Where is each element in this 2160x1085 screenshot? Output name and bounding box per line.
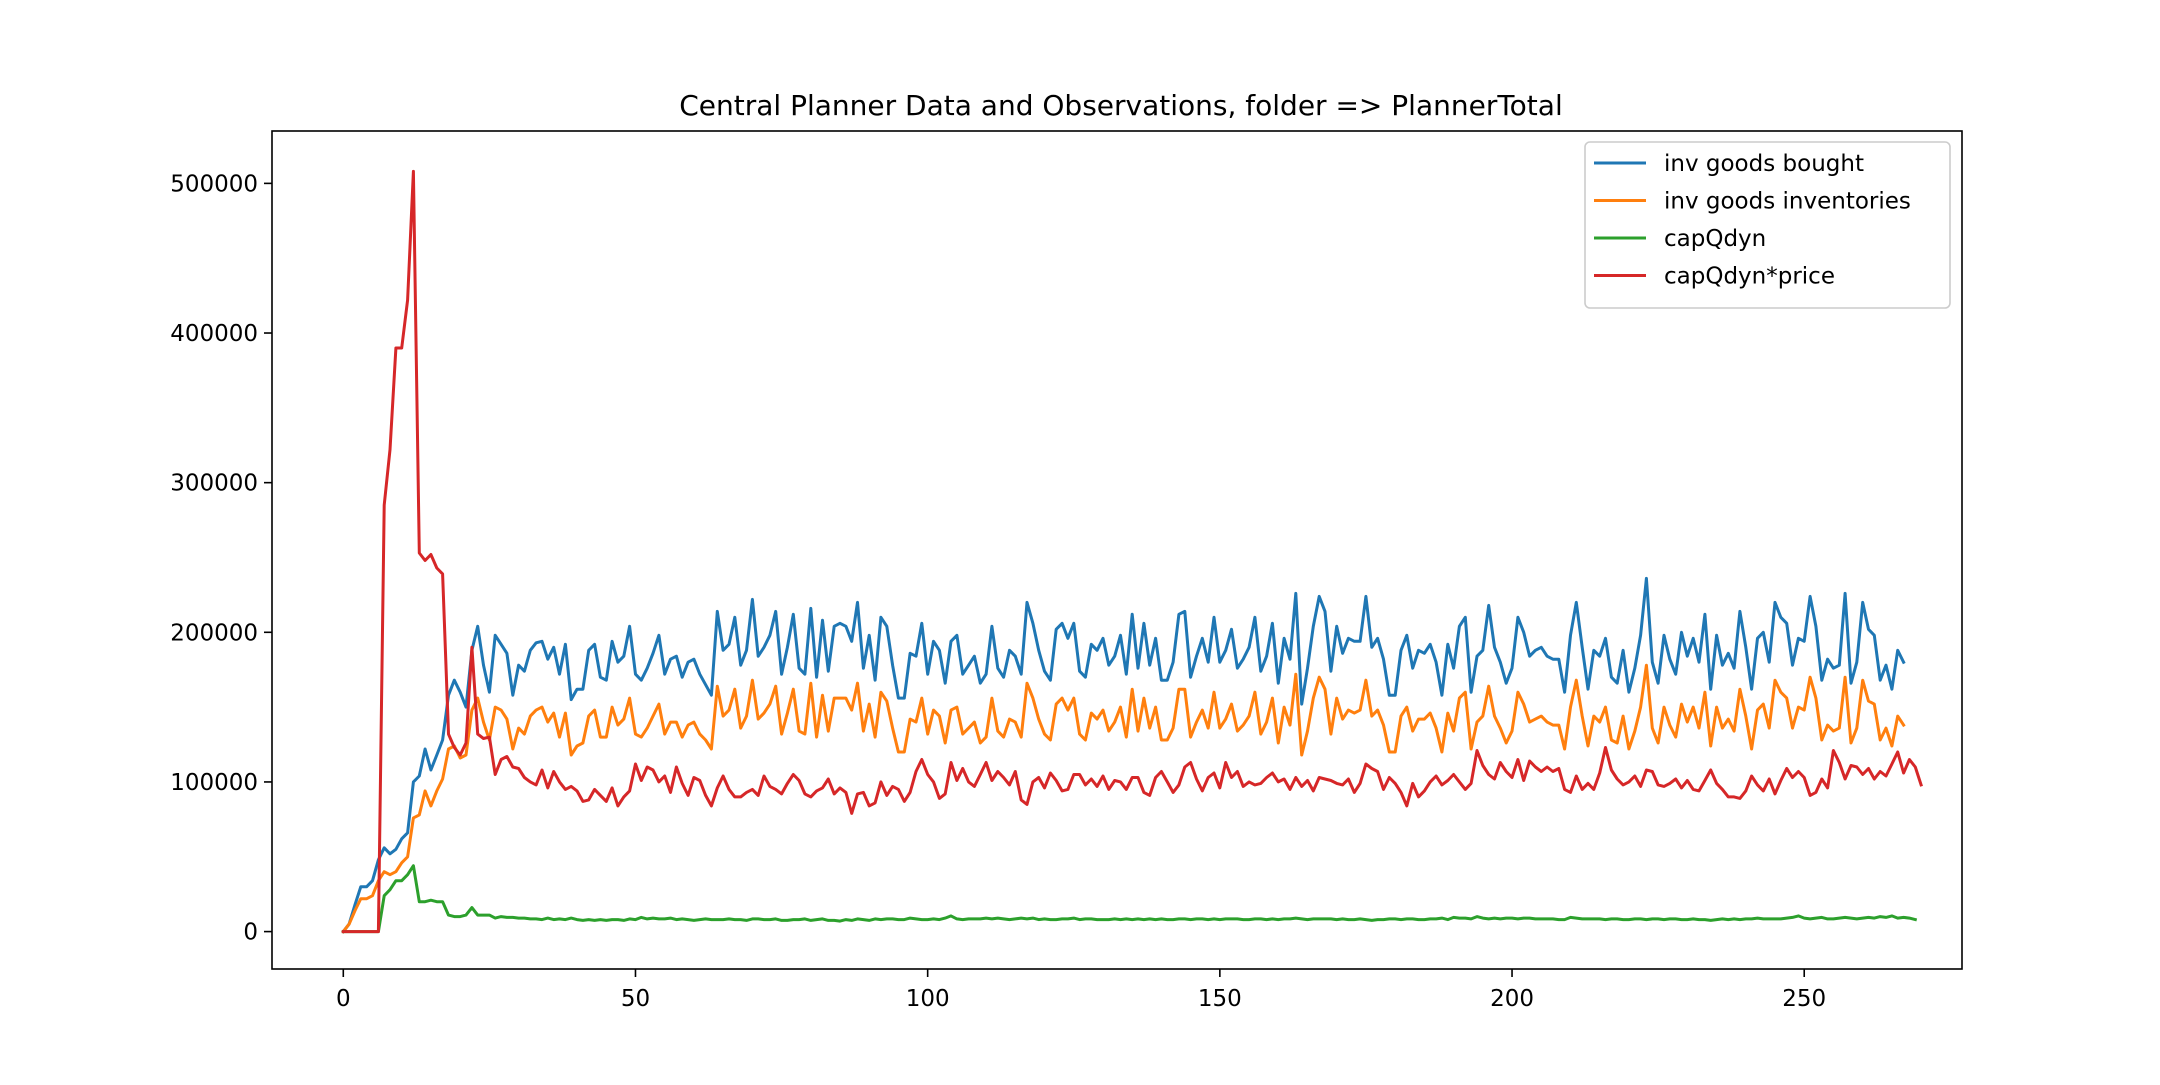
y-tick-label: 200000 — [170, 620, 258, 646]
legend-label: inv goods bought — [1664, 151, 1864, 177]
legend-box — [1584, 141, 1951, 309]
x-tick-label: 150 — [1198, 986, 1242, 1012]
x-tick-label: 0 — [336, 986, 351, 1012]
x-tick-label: 200 — [1490, 986, 1534, 1012]
y-tick-label: 0 — [243, 920, 258, 946]
chart-title: Central Planner Data and Observations, f… — [679, 89, 1562, 122]
y-tick-label: 300000 — [170, 471, 258, 497]
ticks-layer: 0 50 100 150 200 250 0 100000 200000 300000 400000… — [170, 171, 1826, 1012]
y-tick-label: 500000 — [170, 171, 258, 197]
series-line-4 — [341, 169, 1923, 934]
legend: inv goods bought inv goods inventories cap… — [1584, 141, 1951, 309]
legend-label: capQdyn — [1664, 226, 1766, 252]
x-tick-label: 100 — [906, 986, 950, 1012]
series-line-2 — [341, 663, 1906, 934]
plot-frame — [271, 130, 1963, 970]
x-tick-label: 50 — [621, 986, 650, 1012]
y-tick-label: 100000 — [170, 770, 258, 796]
series-layer — [341, 169, 1923, 934]
y-tick-label: 400000 — [170, 321, 258, 347]
legend-label: capQdyn*price — [1664, 264, 1835, 290]
series-line-1 — [341, 576, 1906, 934]
series-line-3 — [341, 864, 1918, 934]
legend-label: inv goods inventories — [1664, 189, 1911, 215]
x-tick-label: 250 — [1782, 986, 1826, 1012]
